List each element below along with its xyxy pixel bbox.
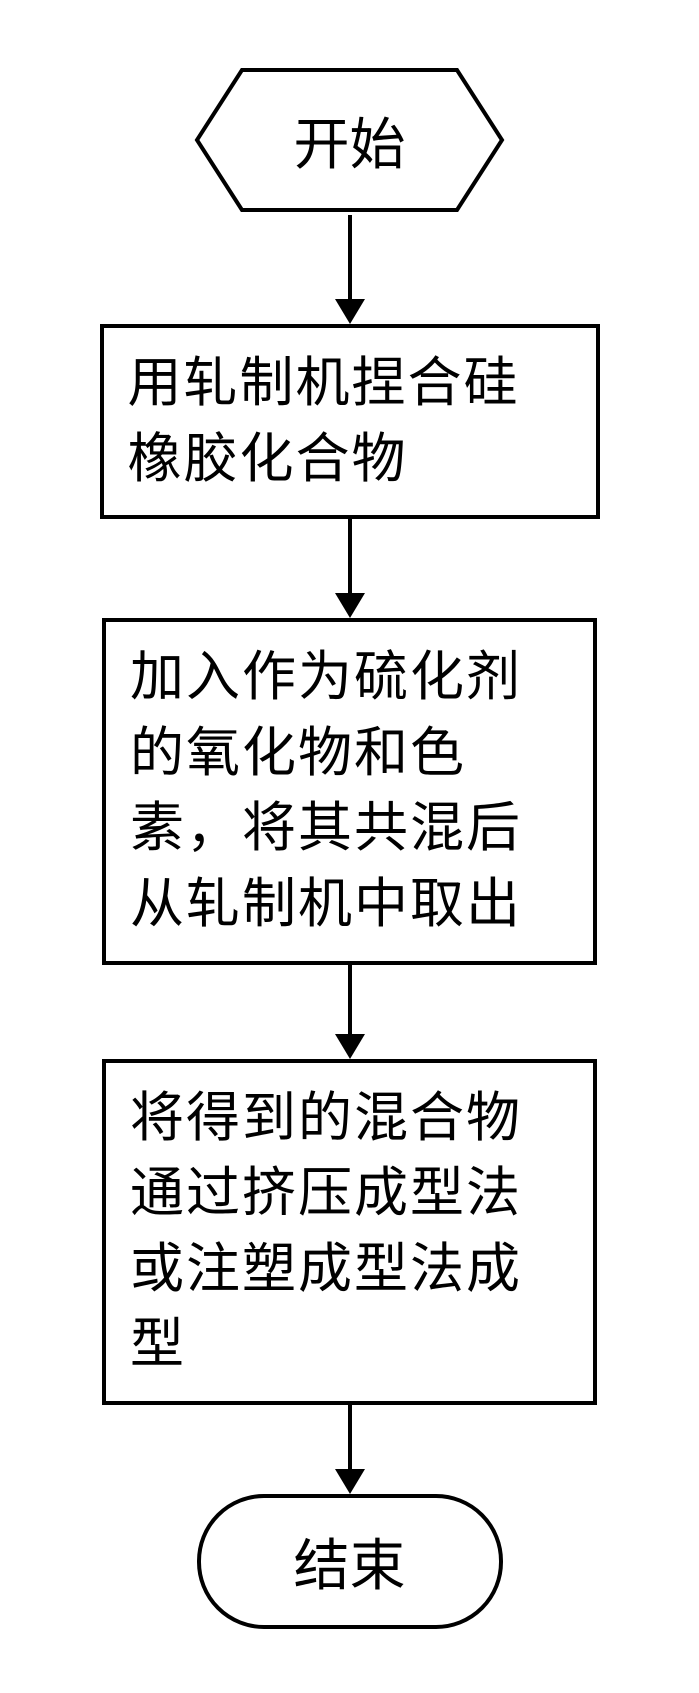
arrow-line <box>348 215 352 300</box>
arrow-line <box>348 519 352 594</box>
process-step-1: 用轧制机捏合硅橡胶化合物 <box>100 324 600 519</box>
arrow-line <box>348 965 352 1035</box>
step2-label: 加入作为硫化剂的氧化物和色素，将其共混后从轧制机中取出 <box>130 640 569 942</box>
arrow-1 <box>335 215 365 324</box>
start-label: 开始 <box>294 100 406 181</box>
arrow-head <box>335 299 365 324</box>
arrow-4 <box>335 1405 365 1494</box>
step3-label: 将得到的混合物通过挤压成型法或注塑成型法成型 <box>130 1081 569 1383</box>
end-node: 结束 <box>197 1494 503 1629</box>
process-step-3: 将得到的混合物通过挤压成型法或注塑成型法成型 <box>102 1059 597 1405</box>
end-label: 结束 <box>294 1521 406 1602</box>
arrow-head <box>335 1469 365 1494</box>
start-node: 开始 <box>192 65 507 215</box>
arrow-3 <box>335 965 365 1059</box>
arrow-2 <box>335 519 365 618</box>
step1-label: 用轧制机捏合硅橡胶化合物 <box>128 346 572 497</box>
process-step-2: 加入作为硫化剂的氧化物和色素，将其共混后从轧制机中取出 <box>102 618 597 964</box>
flowchart-container: 开始 用轧制机捏合硅橡胶化合物 加入作为硫化剂的氧化物和色素，将其共混后从轧制机… <box>0 0 699 1629</box>
arrow-head <box>335 1034 365 1059</box>
arrow-head <box>335 593 365 618</box>
arrow-line <box>348 1405 352 1470</box>
